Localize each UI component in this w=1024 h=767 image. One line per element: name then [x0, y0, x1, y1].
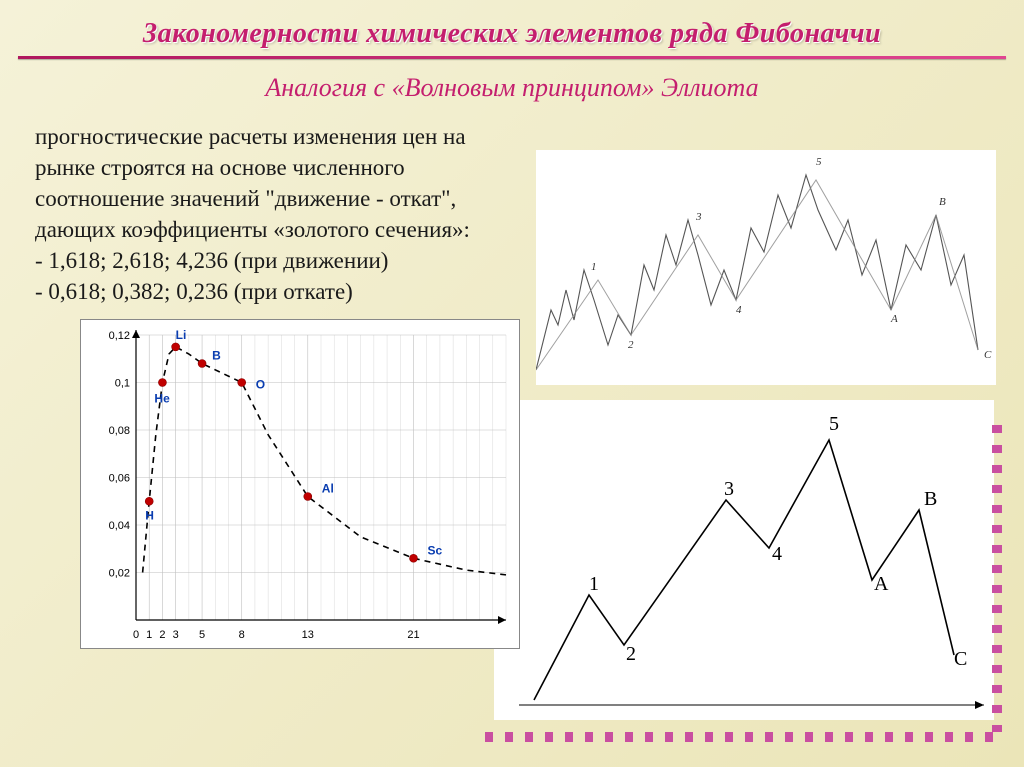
svg-text:8: 8 [239, 629, 245, 641]
body-text: прогностические расчеты изменения цен на… [0, 121, 540, 319]
decorative-dots-horizontal [485, 732, 1002, 742]
svg-text:3: 3 [173, 629, 179, 641]
svg-text:2: 2 [628, 339, 634, 351]
svg-text:O: O [256, 378, 265, 392]
svg-text:1: 1 [591, 261, 597, 273]
svg-text:5: 5 [816, 156, 822, 168]
svg-text:3: 3 [695, 211, 702, 223]
page-subtitle: Аналогия с «Волновым принципом» Эллиота [0, 59, 1024, 121]
svg-text:0,06: 0,06 [109, 473, 130, 485]
svg-text:H: H [145, 509, 154, 523]
svg-text:A: A [890, 313, 898, 325]
svg-text:0,02: 0,02 [109, 568, 130, 580]
svg-text:2: 2 [159, 629, 165, 641]
svg-text:13: 13 [302, 629, 314, 641]
svg-text:A: A [874, 573, 889, 595]
svg-text:5: 5 [829, 413, 839, 435]
svg-text:B: B [924, 488, 937, 510]
svg-text:4: 4 [736, 304, 742, 316]
svg-text:0,12: 0,12 [109, 330, 130, 342]
svg-text:0: 0 [133, 629, 139, 641]
svg-text:0,1: 0,1 [115, 378, 130, 390]
svg-text:Sc: Sc [428, 544, 443, 558]
svg-text:C: C [984, 349, 992, 361]
svg-text:1: 1 [146, 629, 152, 641]
page-title: Закономерности химических элементов ряда… [0, 0, 1024, 56]
svg-text:B: B [212, 349, 221, 363]
svg-text:0,04: 0,04 [109, 520, 130, 532]
svg-text:21: 21 [407, 629, 419, 641]
svg-text:C: C [954, 648, 967, 670]
svg-text:5: 5 [199, 629, 205, 641]
svg-text:Li: Li [176, 328, 187, 342]
body-line: прогностические расчеты изменения цен на [35, 121, 510, 152]
svg-text:4: 4 [772, 543, 782, 565]
svg-text:B: B [939, 196, 946, 208]
body-line: рынке строятся на основе численного [35, 152, 510, 183]
svg-text:3: 3 [724, 478, 734, 500]
elliott-wave-simple-chart: 1 2 3 4 5 A B C [494, 400, 994, 720]
body-line: дающих коэффициенты «золотого сечения»: [35, 214, 510, 245]
svg-text:1: 1 [589, 573, 599, 595]
body-line: - 0,618; 0,382; 0,236 (при откате) [35, 276, 510, 307]
svg-text:0,08: 0,08 [109, 425, 130, 437]
body-line: соотношение значений "движение - откат", [35, 183, 510, 214]
svg-text:Al: Al [322, 482, 334, 496]
body-line: - 1,618; 2,618; 4,236 (при движении) [35, 245, 510, 276]
svg-text:2: 2 [626, 643, 636, 665]
elliott-wave-detail-chart: 1 2 3 4 5 A B C [536, 150, 996, 385]
fibonacci-elements-chart: 0,02 0,04 0,06 0,08 0,1 0,12 0123 5 8 13 21 H He Li B O… [80, 319, 520, 649]
svg-text:He: He [154, 392, 170, 406]
decorative-dots-vertical [992, 425, 1002, 732]
